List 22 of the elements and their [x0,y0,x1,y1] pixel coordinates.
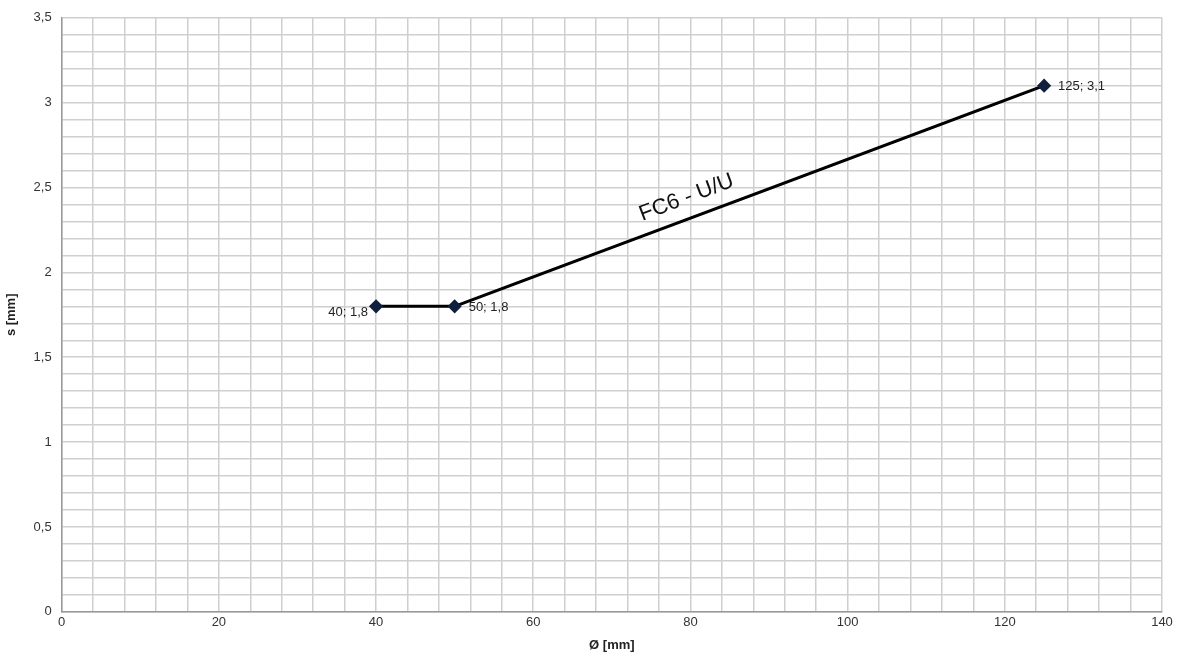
x-tick-label: 20 [211,614,227,630]
data-label: 125; 3,1 [1058,78,1106,94]
annotation: FC6 - U/U [635,167,737,226]
data-label: 50; 1,8 [468,298,509,314]
x-tick-label: 60 [526,614,541,630]
x-tick-label: 120 [993,614,1016,630]
x-tick-label: 140 [1151,614,1173,630]
y-tick-label: 2,5 [33,179,52,195]
y-tick-label: 1 [44,433,52,449]
x-tick-label: 80 [683,614,698,630]
x-tick-label: 40 [368,614,384,630]
x-tick-label: 100 [836,614,859,630]
data-label: 40; 1,8 [328,303,369,319]
y-axis-title: s [mm] [3,293,19,337]
y-tick-label: 3,5 [33,9,52,25]
x-tick-label: 0 [58,614,66,630]
y-tick-label: 0 [44,603,52,619]
y-tick-label: 3 [44,94,52,110]
y-tick-label: 2 [44,263,52,279]
x-axis-title: Ø [mm] [589,636,635,652]
y-tick-label: 1,5 [33,348,52,364]
y-tick-label: 0,5 [33,518,52,534]
